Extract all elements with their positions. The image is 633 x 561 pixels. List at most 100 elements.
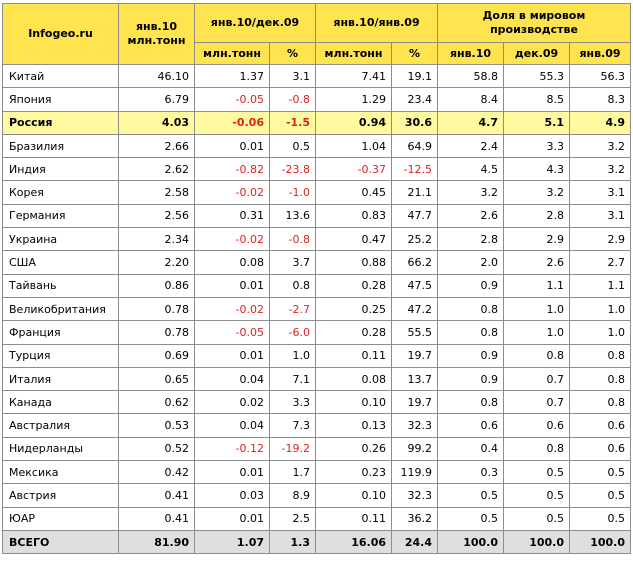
production-jan10: 0.52 [118,436,195,462]
share-jan10: 0.9 [437,366,504,392]
share-dec09: 0.5 [503,460,570,485]
table-row: Германия 2.56 0.31 13.6 0.83 47.7 2.6 2.8 3.1 [2,203,631,229]
country-name: Италия [2,366,119,392]
share-jan10: 2.8 [437,227,504,252]
share-dec09: 0.5 [503,506,570,531]
change-jan09-mt: 0.26 [315,436,392,462]
change-jan09-pct: 19.7 [391,343,438,368]
table-row: Нидерланды 0.52 -0.12 -19.2 0.26 99.2 0.4 0.8 0.… [2,436,631,462]
country-name: Франция [2,320,119,345]
table-row: Великобритания 0.78 -0.02 -2.7 0.25 47.2 0.8 1.… [2,296,631,322]
change-dec09-pct: 7.1 [269,366,316,392]
table-row: Австрия 0.41 0.03 8.9 0.10 32.3 0.5 0.5 0.5 [2,483,631,508]
change-dec09-mt: -0.02 [194,180,270,205]
change-dec09-pct: -6.0 [269,320,316,345]
production-jan10: 0.78 [118,296,195,322]
share-jan09: 56.3 [569,63,631,89]
production-jan10: 0.86 [118,273,195,298]
change-jan09-mt: 0.11 [315,506,392,531]
table-row: Китай 46.10 1.37 3.1 7.41 19.1 58.8 55.3 56.3 [2,63,631,89]
col-jan10-dec09-header: янв.10/дек.09 [194,3,316,43]
share-jan10: 0.4 [437,436,504,462]
change-dec09-mt: 1.07 [194,529,270,555]
change-dec09-pct: 3.7 [269,250,316,275]
production-jan10: 2.62 [118,157,195,182]
share-jan10: 0.9 [437,343,504,368]
change-dec09-pct: 1.7 [269,460,316,485]
share-jan09: 3.1 [569,180,631,205]
change-dec09-pct: -1.0 [269,180,316,205]
country-name: Бразилия [2,133,119,159]
production-jan10: 2.66 [118,133,195,159]
share-jan09: 3.2 [569,133,631,159]
change-jan09-mt: 0.25 [315,296,392,322]
share-jan09: 2.9 [569,227,631,252]
change-dec09-pct: -2.7 [269,296,316,322]
col-world-share-header: Доля в мировом производстве [437,3,631,43]
change-jan09-mt: 0.28 [315,273,392,298]
production-jan10: 0.69 [118,343,195,368]
table-row: Украина 2.34 -0.02 -0.8 0.47 25.2 2.8 2.9 2.9 [2,227,631,252]
production-jan10: 0.62 [118,390,195,415]
change-jan09-pct: 55.5 [391,320,438,345]
change-jan09-mt: 7.41 [315,63,392,89]
change-dec09-mt: 0.01 [194,343,270,368]
change-jan09-pct: 24.4 [391,529,438,555]
brand-label: Infogeo.ru [2,3,119,65]
change-dec09-pct: 1.0 [269,343,316,368]
subheader-pct-2: % [391,42,438,65]
change-jan09-mt: 0.10 [315,390,392,415]
share-dec09: 2.8 [503,203,570,229]
share-dec09: 55.3 [503,63,570,89]
share-jan10: 2.4 [437,133,504,159]
change-dec09-mt: -0.82 [194,157,270,182]
share-dec09: 8.5 [503,87,570,112]
table-row: Канада 0.62 0.02 3.3 0.10 19.7 0.8 0.7 0.8 [2,390,631,415]
share-jan10: 100.0 [437,529,504,555]
table-row: Италия 0.65 0.04 7.1 0.08 13.7 0.9 0.7 0.8 [2,366,631,392]
change-jan09-mt: 0.94 [315,110,392,135]
change-jan09-pct: 47.5 [391,273,438,298]
production-jan10: 2.20 [118,250,195,275]
change-jan09-mt: 0.47 [315,227,392,252]
share-jan10: 0.8 [437,390,504,415]
share-jan09: 1.0 [569,296,631,322]
table-row: Турция 0.69 0.01 1.0 0.11 19.7 0.9 0.8 0.8 [2,343,631,368]
col-jan10-header: янв.10 млн.тонн [118,3,195,65]
share-jan09: 0.8 [569,343,631,368]
change-dec09-pct: 7.3 [269,413,316,438]
change-dec09-mt: -0.06 [194,110,270,135]
share-dec09: 1.1 [503,273,570,298]
country-name: Корея [2,180,119,205]
table-row: Корея 2.58 -0.02 -1.0 0.45 21.1 3.2 3.2 3.1 [2,180,631,205]
change-jan09-pct: 19.7 [391,390,438,415]
share-jan09: 0.5 [569,460,631,485]
production-jan10: 0.41 [118,506,195,531]
change-dec09-pct: -1.5 [269,110,316,135]
change-dec09-pct: 0.8 [269,273,316,298]
change-jan09-mt: 0.23 [315,460,392,485]
table-body: Китай 46.10 1.37 3.1 7.41 19.1 58.8 55.3 56.3 Япо… [2,63,631,555]
table-row: Индия 2.62 -0.82 -23.8 -0.37 -12.5 4.5 4.3 3.2 [2,157,631,182]
production-jan10: 0.41 [118,483,195,508]
change-dec09-mt: 0.04 [194,366,270,392]
production-jan10: 46.10 [118,63,195,89]
table-row: Япония 6.79 -0.05 -0.8 1.29 23.4 8.4 8.5 8.3 [2,87,631,112]
change-jan09-mt: 0.45 [315,180,392,205]
change-jan09-mt: 0.10 [315,483,392,508]
change-jan09-pct: 36.2 [391,506,438,531]
col-jan10-jan09-header: янв.10/янв.09 [315,3,438,43]
country-name: ВСЕГО [2,529,119,555]
change-dec09-mt: 0.04 [194,413,270,438]
country-name: Германия [2,203,119,229]
country-name: Китай [2,63,119,89]
change-dec09-mt: 0.01 [194,133,270,159]
change-dec09-mt: -0.02 [194,296,270,322]
share-jan09: 0.6 [569,413,631,438]
production-jan10: 2.56 [118,203,195,229]
change-jan09-mt: 0.11 [315,343,392,368]
change-dec09-mt: 0.01 [194,460,270,485]
share-dec09: 1.0 [503,296,570,322]
change-jan09-pct: 21.1 [391,180,438,205]
production-jan10: 2.34 [118,227,195,252]
